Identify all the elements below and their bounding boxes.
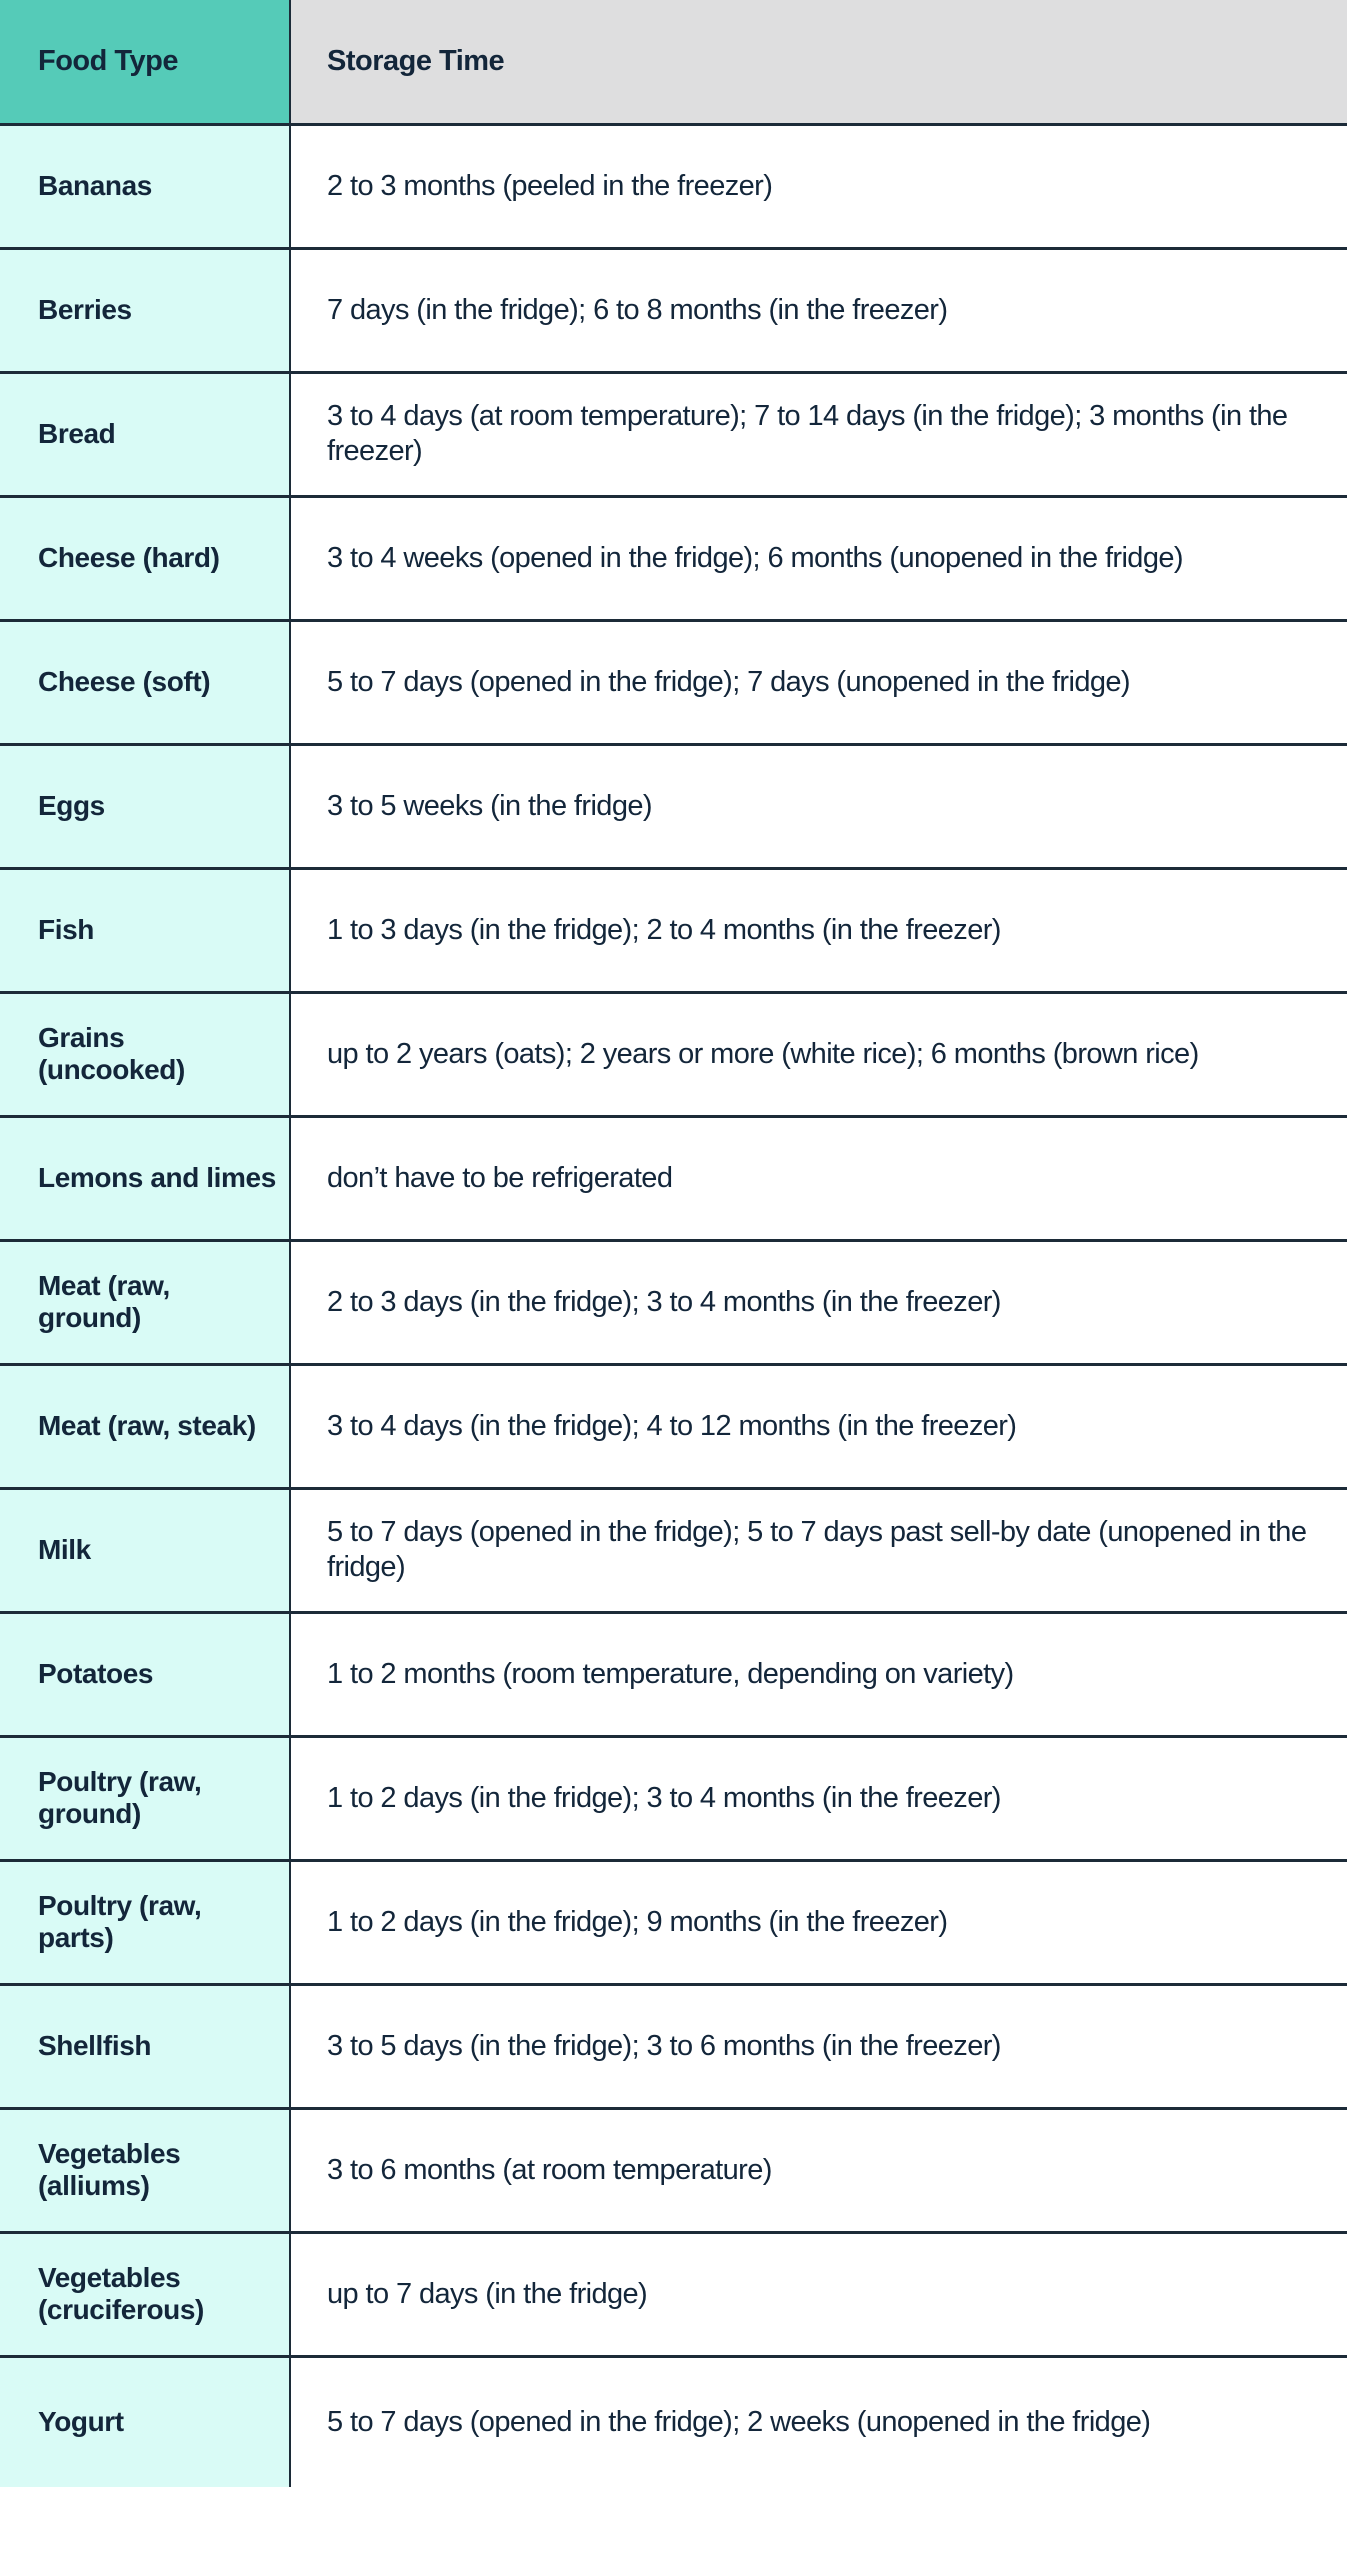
food-type-cell: Berries: [0, 248, 291, 374]
table-row: Lemons and limes don’t have to be refrige…: [0, 1116, 1347, 1242]
header-food-type: Food Type: [0, 0, 291, 126]
table-body: Bananas 2 to 3 months (peeled in the free…: [0, 124, 1347, 2487]
table-row: Cheese (soft) 5 to 7 days (opened in the …: [0, 620, 1347, 746]
storage-time-cell: 5 to 7 days (opened in the fridge); 5 to…: [290, 1488, 1347, 1614]
table-row: Vegetables (cruciferous) up to 7 days (in…: [0, 2232, 1347, 2358]
food-type-cell: Eggs: [0, 744, 291, 870]
food-type-cell: Shellfish: [0, 1984, 291, 2110]
food-type-cell: Bananas: [0, 124, 291, 250]
table-row: Cheese (hard) 3 to 4 weeks (opened in the…: [0, 496, 1347, 622]
table-row: Yogurt 5 to 7 days (opened in the fridge)…: [0, 2356, 1347, 2487]
food-type-cell: Grains (uncooked): [0, 992, 291, 1118]
table-row: Bananas 2 to 3 months (peeled in the free…: [0, 124, 1347, 250]
food-type-cell: Meat (raw, steak): [0, 1364, 291, 1490]
table-row: Poultry (raw, parts) 1 to 2 days (in the …: [0, 1860, 1347, 1986]
storage-time-cell: 5 to 7 days (opened in the fridge); 2 we…: [290, 2356, 1347, 2487]
food-type-cell: Cheese (soft): [0, 620, 291, 746]
storage-time-cell: 1 to 2 months (room temperature, dependi…: [290, 1612, 1347, 1738]
storage-time-cell: 5 to 7 days (opened in the fridge); 7 da…: [290, 620, 1347, 746]
storage-time-cell: don’t have to be refrigerated: [290, 1116, 1347, 1242]
storage-time-cell: up to 2 years (oats); 2 years or more (w…: [290, 992, 1347, 1118]
food-type-cell: Meat (raw, ground): [0, 1240, 291, 1366]
table-row: Fish 1 to 3 days (in the fridge); 2 to 4 …: [0, 868, 1347, 994]
table-row: Milk 5 to 7 days (opened in the fridge); …: [0, 1488, 1347, 1614]
food-type-cell: Vegetables (cruciferous): [0, 2232, 291, 2358]
food-type-cell: Yogurt: [0, 2356, 291, 2487]
table-row: Bread 3 to 4 days (at room temperature); …: [0, 372, 1347, 498]
food-storage-table: Food Type Storage Time Bananas 2 to 3 mon…: [0, 0, 1347, 2487]
table-row: Grains (uncooked) up to 2 years (oats); 2…: [0, 992, 1347, 1118]
food-type-cell: Potatoes: [0, 1612, 291, 1738]
storage-time-cell: 3 to 4 days (at room temperature); 7 to …: [290, 372, 1347, 498]
table-row: Shellfish 3 to 5 days (in the fridge); 3 …: [0, 1984, 1347, 2110]
food-type-cell: Cheese (hard): [0, 496, 291, 622]
food-type-cell: Lemons and limes: [0, 1116, 291, 1242]
header-row: Food Type Storage Time: [0, 0, 1347, 126]
storage-time-cell: 3 to 4 weeks (opened in the fridge); 6 m…: [290, 496, 1347, 622]
food-type-cell: Poultry (raw, parts): [0, 1860, 291, 1986]
table-row: Potatoes 1 to 2 months (room temperature,…: [0, 1612, 1347, 1738]
table-row: Meat (raw, ground) 2 to 3 days (in the fr…: [0, 1240, 1347, 1366]
food-type-cell: Fish: [0, 868, 291, 994]
header-storage-time: Storage Time: [290, 0, 1347, 126]
storage-time-cell: 3 to 5 days (in the fridge); 3 to 6 mont…: [290, 1984, 1347, 2110]
storage-time-cell: 3 to 4 days (in the fridge); 4 to 12 mon…: [290, 1364, 1347, 1490]
food-type-cell: Vegetables (alliums): [0, 2108, 291, 2234]
food-type-cell: Milk: [0, 1488, 291, 1614]
storage-time-cell: 2 to 3 days (in the fridge); 3 to 4 mont…: [290, 1240, 1347, 1366]
storage-time-cell: 1 to 3 days (in the fridge); 2 to 4 mont…: [290, 868, 1347, 994]
food-type-cell: Poultry (raw, ground): [0, 1736, 291, 1862]
storage-time-cell: 3 to 5 weeks (in the fridge): [290, 744, 1347, 870]
table-row: Poultry (raw, ground) 1 to 2 days (in the…: [0, 1736, 1347, 1862]
storage-time-cell: 1 to 2 days (in the fridge); 9 months (i…: [290, 1860, 1347, 1986]
table-row: Eggs 3 to 5 weeks (in the fridge): [0, 744, 1347, 870]
storage-time-cell: up to 7 days (in the fridge): [290, 2232, 1347, 2358]
table-row: Berries 7 days (in the fridge); 6 to 8 mo…: [0, 248, 1347, 374]
storage-time-cell: 1 to 2 days (in the fridge); 3 to 4 mont…: [290, 1736, 1347, 1862]
storage-time-cell: 7 days (in the fridge); 6 to 8 months (i…: [290, 248, 1347, 374]
table-row: Vegetables (alliums) 3 to 6 months (at ro…: [0, 2108, 1347, 2234]
food-type-cell: Bread: [0, 372, 291, 498]
table-row: Meat (raw, steak) 3 to 4 days (in the fri…: [0, 1364, 1347, 1490]
storage-time-cell: 2 to 3 months (peeled in the freezer): [290, 124, 1347, 250]
storage-time-cell: 3 to 6 months (at room temperature): [290, 2108, 1347, 2234]
